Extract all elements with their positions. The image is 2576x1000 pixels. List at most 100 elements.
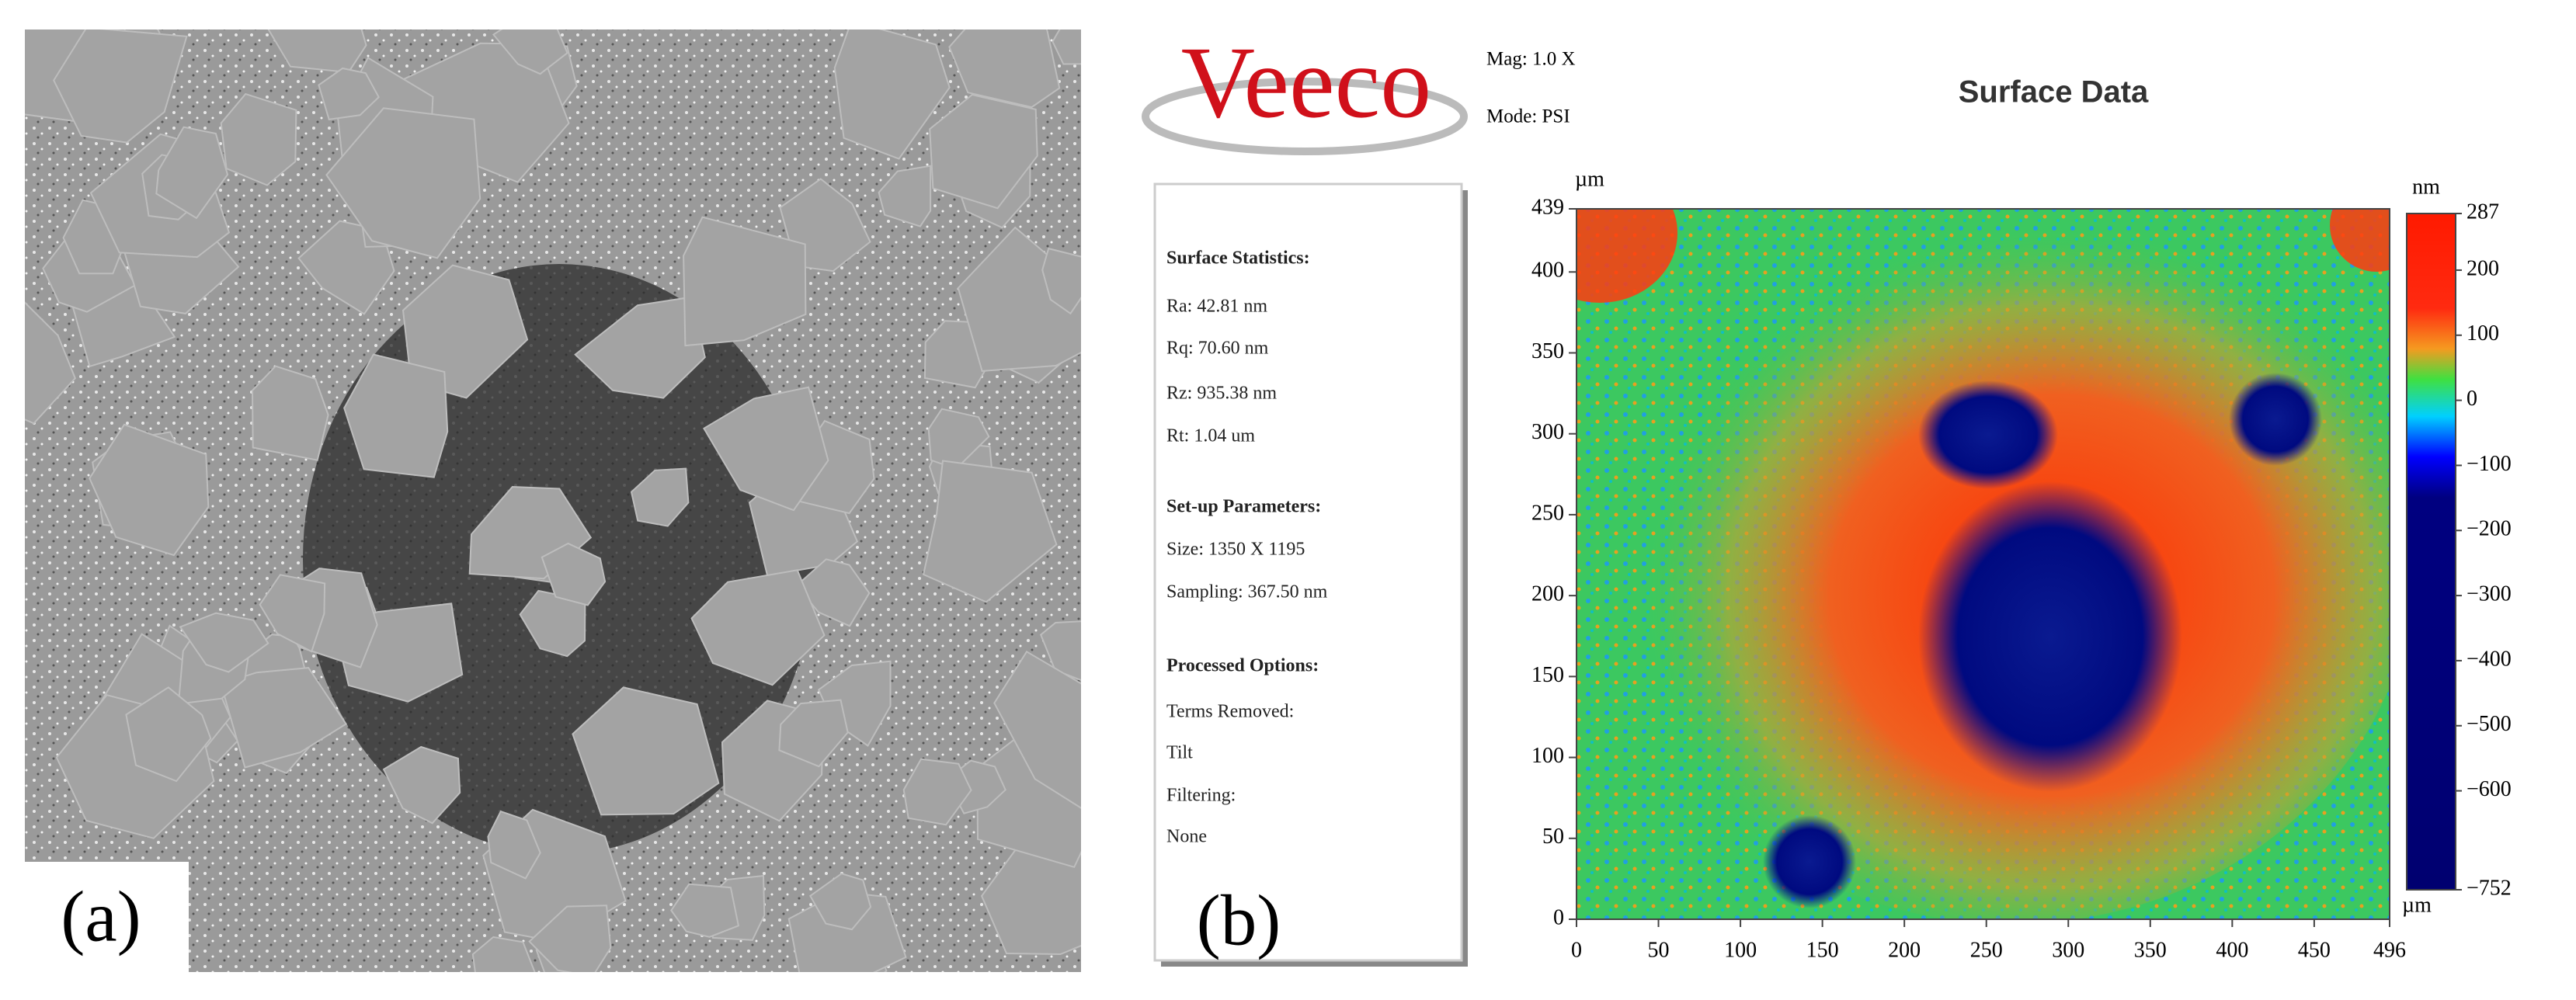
colorbar-tick-label: 287 bbox=[2466, 200, 2499, 224]
grain bbox=[817, 660, 892, 747]
grain bbox=[630, 467, 690, 527]
grain bbox=[471, 936, 536, 972]
y-tick-label: 439 bbox=[1531, 195, 1564, 219]
grain bbox=[683, 216, 807, 347]
grain bbox=[25, 301, 76, 425]
x-tick-label: 350 bbox=[2134, 938, 2167, 962]
colorbar-tick-label: 100 bbox=[2466, 321, 2499, 345]
stats-item: Rt: 1.04 um bbox=[1166, 426, 1255, 446]
grain bbox=[179, 612, 269, 673]
grain bbox=[487, 810, 541, 880]
colorbar-unit: nm bbox=[2412, 175, 2440, 199]
grain bbox=[948, 30, 1061, 109]
y-tick-label: 0 bbox=[1553, 905, 1564, 929]
grain bbox=[251, 365, 329, 461]
stats-item: Rz: 935.38 nm bbox=[1166, 384, 1277, 404]
grain bbox=[1052, 30, 1081, 65]
grain bbox=[902, 758, 972, 826]
x-tick-label: 250 bbox=[1970, 938, 2003, 962]
grain bbox=[528, 905, 612, 972]
y-tick-label: 200 bbox=[1531, 582, 1564, 606]
grain bbox=[787, 891, 907, 972]
grain bbox=[259, 574, 326, 653]
cold-region bbox=[1763, 815, 1856, 908]
stats-item: Ra: 42.81 nm bbox=[1166, 297, 1267, 317]
stats-heading: Surface Statistics: bbox=[1166, 248, 1310, 269]
grain bbox=[382, 745, 461, 825]
x-tick-label: 450 bbox=[2298, 938, 2331, 962]
x-tick-label: 400 bbox=[2216, 938, 2248, 962]
grain bbox=[318, 67, 380, 121]
colorbar-tick-label: −752 bbox=[2466, 876, 2512, 900]
colorbar-tick-label: −500 bbox=[2466, 712, 2512, 736]
stats-item: Filtering: bbox=[1166, 786, 1236, 806]
grain bbox=[1041, 247, 1081, 315]
panel-label: (b) bbox=[1197, 880, 1281, 960]
colorbar-tick-label: −300 bbox=[2466, 582, 2512, 606]
grain bbox=[778, 699, 849, 768]
colorbar-tick-label: 200 bbox=[2466, 256, 2499, 280]
logo-swoosh bbox=[1142, 78, 1468, 155]
grain bbox=[690, 569, 826, 686]
x-tick-label: 50 bbox=[1648, 938, 1670, 962]
stats-item: Rq: 70.60 nm bbox=[1166, 339, 1269, 359]
grain bbox=[993, 650, 1081, 809]
label-box bbox=[25, 862, 189, 972]
stats-heading: Processed Options: bbox=[1166, 656, 1319, 676]
y-tick-label: 50 bbox=[1542, 825, 1564, 849]
stats-item: Tilt bbox=[1166, 743, 1193, 763]
grain bbox=[833, 30, 951, 160]
plot-title: Surface Data bbox=[1959, 75, 2149, 109]
x-tick-label: 200 bbox=[1888, 938, 1921, 962]
y-tick-label: 100 bbox=[1531, 744, 1564, 768]
hot-corner bbox=[2330, 209, 2390, 272]
grain bbox=[53, 30, 188, 144]
stats-item: Size: 1350 X 1195 bbox=[1166, 540, 1305, 560]
grain bbox=[541, 542, 607, 606]
y-tick-label: 150 bbox=[1531, 663, 1564, 687]
cold-region bbox=[2229, 373, 2322, 466]
hot-corner bbox=[1577, 209, 1677, 303]
micrograph bbox=[25, 30, 1081, 972]
grain bbox=[343, 353, 449, 478]
x-unit: µm bbox=[2402, 893, 2432, 917]
grain bbox=[703, 386, 829, 512]
y-tick-label: 350 bbox=[1531, 339, 1564, 363]
stats-item: None bbox=[1166, 827, 1207, 847]
x-tick-label: 300 bbox=[2052, 938, 2084, 962]
stats-box bbox=[1153, 182, 1463, 962]
cold-region bbox=[1918, 380, 2058, 489]
colorbar bbox=[2406, 213, 2456, 891]
cold-region bbox=[1918, 481, 2182, 792]
grain bbox=[878, 165, 932, 227]
stats-item: Sampling: 367.50 nm bbox=[1166, 582, 1328, 602]
x-tick-label: 150 bbox=[1806, 938, 1839, 962]
grain bbox=[670, 883, 740, 938]
panel-label: (a) bbox=[61, 877, 141, 957]
grain bbox=[325, 107, 481, 259]
y-tick-label: 300 bbox=[1531, 420, 1564, 444]
grain bbox=[572, 686, 720, 816]
colorbar-tick-label: 0 bbox=[2466, 387, 2477, 411]
grain bbox=[929, 93, 1038, 210]
grain bbox=[89, 423, 210, 557]
stats: Surface Statistics: Ra: 42.81 nm Rq: 70.60… bbox=[1166, 248, 1328, 847]
colorbar-tick-label: −200 bbox=[2466, 517, 2512, 541]
logo: Veeco bbox=[1181, 25, 1431, 139]
grain bbox=[808, 873, 872, 931]
x-tick-label: 100 bbox=[1724, 938, 1757, 962]
grain bbox=[402, 264, 529, 399]
plot-frame bbox=[1576, 208, 2390, 920]
x-tick-label: 0 bbox=[1571, 938, 1582, 962]
y-unit: µm bbox=[1575, 167, 1604, 191]
mode: Mode: PSI bbox=[1486, 106, 1570, 127]
stats-heading: Set-up Parameters: bbox=[1166, 497, 1321, 517]
x-tick-label: 496 bbox=[2373, 938, 2406, 962]
grain bbox=[125, 686, 212, 783]
grain bbox=[220, 92, 297, 186]
grain bbox=[922, 460, 1058, 603]
stats-item: Terms Removed: bbox=[1166, 702, 1294, 722]
mag: Mag: 1.0 X bbox=[1486, 49, 1576, 70]
colorbar-tick-label: −400 bbox=[2466, 647, 2512, 671]
